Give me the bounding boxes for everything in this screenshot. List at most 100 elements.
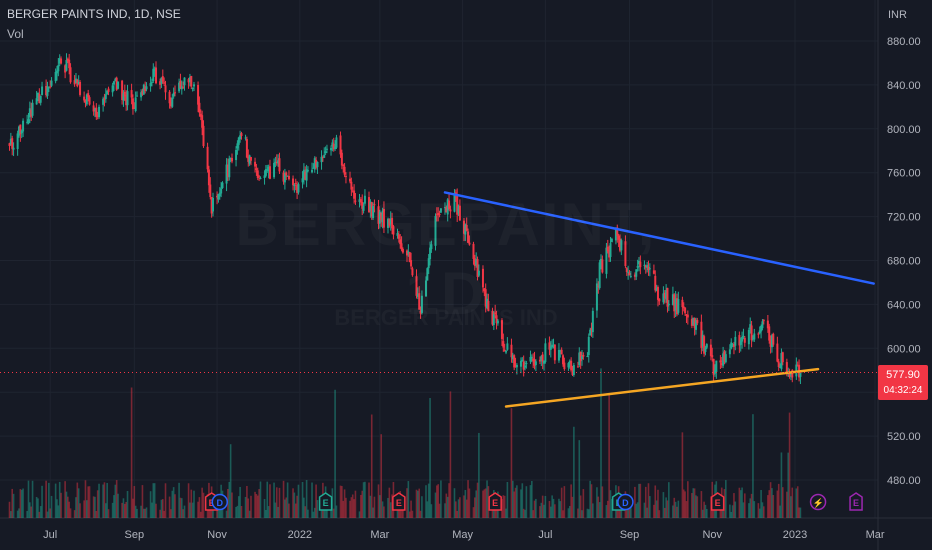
candle-body (462, 220, 465, 234)
volume-bar (174, 494, 176, 518)
candle-body (410, 260, 413, 267)
candle-body (776, 343, 779, 362)
symbol-title[interactable]: BERGER PAINTS IND, 1D, NSE (7, 7, 181, 21)
candle-body (637, 260, 640, 265)
candle-body (543, 360, 546, 364)
candle-body (235, 149, 238, 161)
candle-body (237, 137, 240, 145)
candle-body (17, 126, 20, 136)
volume-bar (258, 489, 260, 518)
candle-body (340, 152, 343, 166)
volume-bar (676, 506, 678, 518)
time-tick-label: Sep (620, 529, 640, 541)
candle-body (551, 344, 554, 348)
candle-body (484, 289, 487, 307)
candle-body (221, 182, 224, 189)
event-marker-label: E (323, 498, 329, 508)
volume-bar (114, 484, 117, 518)
candle-body (96, 115, 99, 117)
candle-body (363, 195, 366, 204)
candle-body (506, 343, 509, 350)
candle-body (739, 340, 742, 345)
volume-bar (567, 508, 570, 518)
candle-body (150, 81, 153, 83)
volume-bar (198, 497, 201, 518)
candle-body (491, 310, 494, 325)
volume-bar (535, 498, 537, 518)
candle-body (182, 86, 185, 88)
candle-body (768, 326, 771, 341)
volume-bar (361, 490, 364, 518)
candle-body (301, 178, 304, 183)
volume-bar (312, 511, 315, 518)
candle-body (217, 194, 220, 200)
candle-body (266, 169, 269, 171)
candle-body (226, 164, 229, 177)
candle-body (54, 71, 57, 82)
candle-body (734, 336, 737, 346)
candle-body (112, 81, 115, 85)
volume-bar (349, 500, 351, 518)
volume-bar (634, 486, 636, 518)
candle-body (334, 146, 337, 150)
volume-bar (419, 510, 422, 518)
candle-body (47, 87, 50, 89)
candle-body (475, 259, 478, 266)
candle-body (438, 214, 441, 216)
volume-bar (586, 508, 589, 518)
volume-bar (407, 481, 410, 518)
volume-bar (38, 511, 41, 518)
candle-body (26, 121, 29, 123)
candle-body (191, 87, 194, 89)
volume-bar (305, 480, 308, 518)
volume-bar (65, 491, 68, 518)
candle-body (608, 250, 611, 258)
candle-body (605, 247, 608, 274)
candle-body (749, 324, 752, 330)
candle-body (713, 370, 716, 374)
volume-bar (429, 397, 431, 518)
volume-bar (597, 496, 600, 518)
volume-bar (125, 501, 127, 518)
volume-bar (673, 497, 676, 518)
volume-bar (379, 495, 381, 518)
volume-bar (113, 495, 115, 518)
candle-body (685, 314, 688, 316)
candle-body (58, 58, 61, 64)
candle-body (141, 90, 144, 95)
volume-bar (421, 496, 423, 518)
volume-bar (228, 481, 231, 518)
volume-bar (582, 489, 585, 518)
candle-body (722, 353, 725, 366)
candle-body (761, 321, 764, 329)
volume-bar (57, 505, 60, 518)
volume-bar (573, 426, 575, 518)
volume-label[interactable]: Vol (7, 27, 24, 41)
volume-bar (141, 485, 144, 518)
candle-body (60, 58, 63, 64)
candle-body (19, 124, 22, 135)
volume-bar (41, 485, 43, 518)
volume-bar (415, 489, 418, 518)
candle-body (149, 82, 152, 87)
volume-bar (94, 496, 96, 518)
volume-bar (522, 508, 525, 518)
volume-bar (267, 506, 270, 518)
candle-body (335, 137, 338, 148)
volume-bar (301, 481, 304, 518)
candle-body (544, 343, 547, 362)
volume-bar (191, 502, 194, 518)
candle-body (667, 303, 670, 306)
volume-bar (282, 480, 285, 518)
volume-bar (687, 481, 689, 518)
candle-body (401, 248, 404, 253)
candle-body (136, 95, 139, 97)
candle-body (750, 325, 753, 341)
volume-bar (56, 499, 58, 518)
candle-body (720, 363, 723, 365)
candle-body (496, 320, 499, 324)
candle-body (102, 98, 105, 105)
candle-body (434, 216, 437, 246)
volume-bar (372, 507, 374, 518)
